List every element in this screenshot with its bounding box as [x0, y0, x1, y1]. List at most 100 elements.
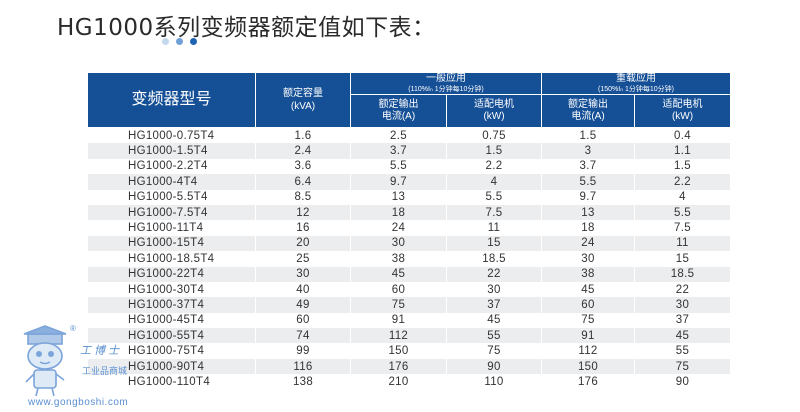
cell-normal-motor: 22	[446, 266, 542, 282]
cell-normal-motor: 7.5	[446, 204, 542, 221]
cell-heavy-motor: 5.5	[634, 204, 731, 221]
cell-normal-current: 30	[350, 235, 447, 252]
cell-normal-motor: 18.5	[446, 251, 542, 267]
cell-capacity: 40	[255, 281, 351, 298]
table-row: HG1000-5.5T4 8.5 13 5.5 9.7 4	[87, 189, 731, 205]
cell-normal-motor: 5.5	[446, 189, 542, 205]
cell-model: HG1000-7.5T4	[87, 204, 256, 221]
cell-capacity: 25	[255, 251, 351, 267]
cell-normal-motor: 2.2	[446, 158, 542, 175]
cell-model: HG1000-4T4	[87, 174, 256, 190]
cell-heavy-motor: 11	[634, 235, 731, 252]
cell-heavy-current: 112	[541, 343, 635, 359]
header-capacity-unit: (kVA)	[290, 100, 316, 112]
cell-normal-current: 150	[350, 343, 447, 359]
cell-capacity: 2.4	[255, 143, 351, 159]
header-current-label: 额定输出	[378, 98, 419, 110]
watermark-brand: 工博士	[80, 345, 122, 357]
cell-heavy-motor: 30	[634, 297, 731, 313]
cell-normal-current: 5.5	[350, 158, 447, 175]
table-row: HG1000-55T4 74 112 55 91 45	[87, 328, 731, 344]
cell-capacity: 8.5	[255, 189, 351, 205]
cell-normal-motor: 110	[446, 374, 542, 390]
dot-mid	[176, 38, 183, 45]
cell-normal-current: 210	[350, 374, 447, 390]
cell-heavy-motor: 2.2	[634, 174, 731, 190]
cell-model: HG1000-15T4	[87, 235, 256, 252]
header-capacity-label: 额定容量	[283, 87, 323, 99]
watermark-subtitle: 工业品商城	[82, 366, 128, 376]
cell-capacity: 99	[255, 343, 351, 359]
cell-capacity: 138	[255, 374, 351, 390]
table-row: HG1000-45T4 60 91 45 75 37	[87, 312, 731, 329]
cell-capacity: 3.6	[255, 158, 351, 175]
cell-heavy-current: 30	[541, 251, 635, 267]
cell-normal-current: 45	[350, 266, 447, 282]
cell-heavy-motor: 4	[634, 189, 731, 205]
cell-normal-current: 75	[350, 297, 447, 313]
cell-model: HG1000-110T4	[87, 374, 256, 390]
cell-heavy-current: 24	[541, 235, 635, 252]
cell-normal-motor: 1.5	[446, 143, 542, 159]
cell-heavy-motor: 0.4	[634, 127, 731, 144]
header-heavy-group: 重载应用 (150%Iₙ 1分钟每10分钟)	[541, 72, 731, 95]
table-row: HG1000-1.5T4 2.4 3.7 1.5 3 1.1	[87, 143, 731, 159]
cell-normal-current: 91	[350, 312, 447, 329]
header-heavy-label: 重载应用	[616, 72, 656, 84]
cell-heavy-motor: 1.1	[634, 143, 731, 159]
cell-heavy-current: 9.7	[541, 189, 635, 205]
header-heavy-motor: 适配电机 (kW)	[634, 93, 731, 129]
cell-capacity: 116	[255, 358, 351, 375]
cell-normal-current: 9.7	[350, 174, 447, 190]
table-row: HG1000-75T4 99 150 75 112 55	[87, 343, 731, 359]
cell-heavy-current: 60	[541, 297, 635, 313]
table-row: HG1000-7.5T4 12 18 7.5 13 5.5	[87, 204, 731, 221]
cell-model: HG1000-1.5T4	[87, 143, 256, 159]
cell-normal-current: 18	[350, 204, 447, 221]
cell-heavy-motor: 37	[634, 312, 731, 329]
dot-light	[162, 38, 169, 45]
cell-capacity: 49	[255, 297, 351, 313]
header-heavy-current: 额定输出 电流(A)	[541, 93, 635, 129]
cell-model: HG1000-2.2T4	[87, 158, 256, 175]
header-normal-motor: 适配电机 (kW)	[446, 93, 542, 129]
cell-normal-current: 112	[350, 328, 447, 344]
table-body: HG1000-0.75T4 1.6 2.5 0.75 1.5 0.4 HG1000-1.5T…	[87, 127, 731, 390]
cell-capacity: 30	[255, 266, 351, 282]
ratings-table-container: 变频器型号 额定容量 (kVA) 一般应用 (110%Iₙ 1分钟每10分钟) …	[87, 72, 731, 390]
cell-normal-current: 176	[350, 358, 447, 375]
header-model: 变频器型号	[87, 72, 256, 128]
cell-model: HG1000-30T4	[87, 281, 256, 298]
cell-heavy-current: 1.5	[541, 127, 635, 144]
cell-heavy-current: 3.7	[541, 158, 635, 175]
table-row: HG1000-110T4 138 210 110 176 90	[87, 374, 731, 390]
cell-normal-motor: 15	[446, 235, 542, 252]
header-motor-label: 适配电机	[474, 98, 514, 110]
header-normal-group: 一般应用 (110%Iₙ 1分钟每10分钟)	[350, 72, 542, 95]
cell-normal-motor: 30	[446, 281, 542, 298]
header-motor-unit: (kW)	[671, 110, 694, 122]
table-row: HG1000-11T4 16 24 11 18 7.5	[87, 220, 731, 236]
cell-normal-current: 24	[350, 220, 447, 236]
cell-normal-motor: 90	[446, 358, 542, 375]
cell-model: HG1000-5.5T4	[87, 189, 256, 205]
cell-heavy-current: 18	[541, 220, 635, 236]
cell-heavy-motor: 75	[634, 358, 731, 375]
cell-model: HG1000-0.75T4	[87, 127, 256, 144]
cell-normal-motor: 0.75	[446, 127, 542, 144]
cell-normal-motor: 55	[446, 328, 542, 344]
table-row: HG1000-18.5T4 25 38 18.5 30 15	[87, 251, 731, 267]
header-capacity: 额定容量 (kVA)	[255, 72, 351, 128]
cell-heavy-current: 13	[541, 204, 635, 221]
cell-heavy-current: 5.5	[541, 174, 635, 190]
page-title: HG1000系列变频器额定值如下表：	[57, 15, 436, 41]
cell-capacity: 16	[255, 220, 351, 236]
registered-mark: ®	[70, 324, 76, 333]
header-current-unit: 电流(A)	[571, 110, 605, 122]
cell-capacity: 60	[255, 312, 351, 329]
table-row: HG1000-2.2T4 3.6 5.5 2.2 3.7 1.5	[87, 158, 731, 175]
cell-heavy-motor: 15	[634, 251, 731, 267]
cell-heavy-motor: 55	[634, 343, 731, 359]
cell-heavy-current: 150	[541, 358, 635, 375]
cell-heavy-current: 176	[541, 374, 635, 390]
